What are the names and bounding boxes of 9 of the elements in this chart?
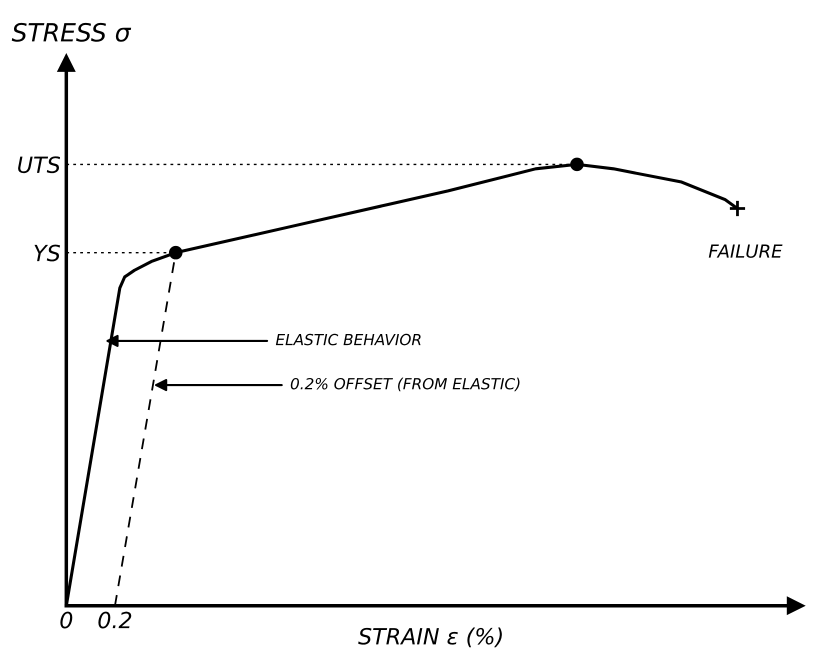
y-axis-title: STRESS σ	[12, 22, 132, 42]
x-axis-title: STRAIN ε (%)	[358, 627, 502, 648]
ref-line-label: UTS	[18, 156, 60, 174]
annotation: ELASTIC BEHAVIOR	[276, 334, 421, 346]
annotation: 0.2% OFFSET (FROM ELASTIC)	[290, 378, 520, 392]
annotation: FAILURE	[708, 244, 782, 258]
ref-line-label: YS	[34, 244, 60, 262]
x-tick-label: 0	[60, 612, 72, 628]
x-tick-label: 0.2	[98, 612, 132, 628]
